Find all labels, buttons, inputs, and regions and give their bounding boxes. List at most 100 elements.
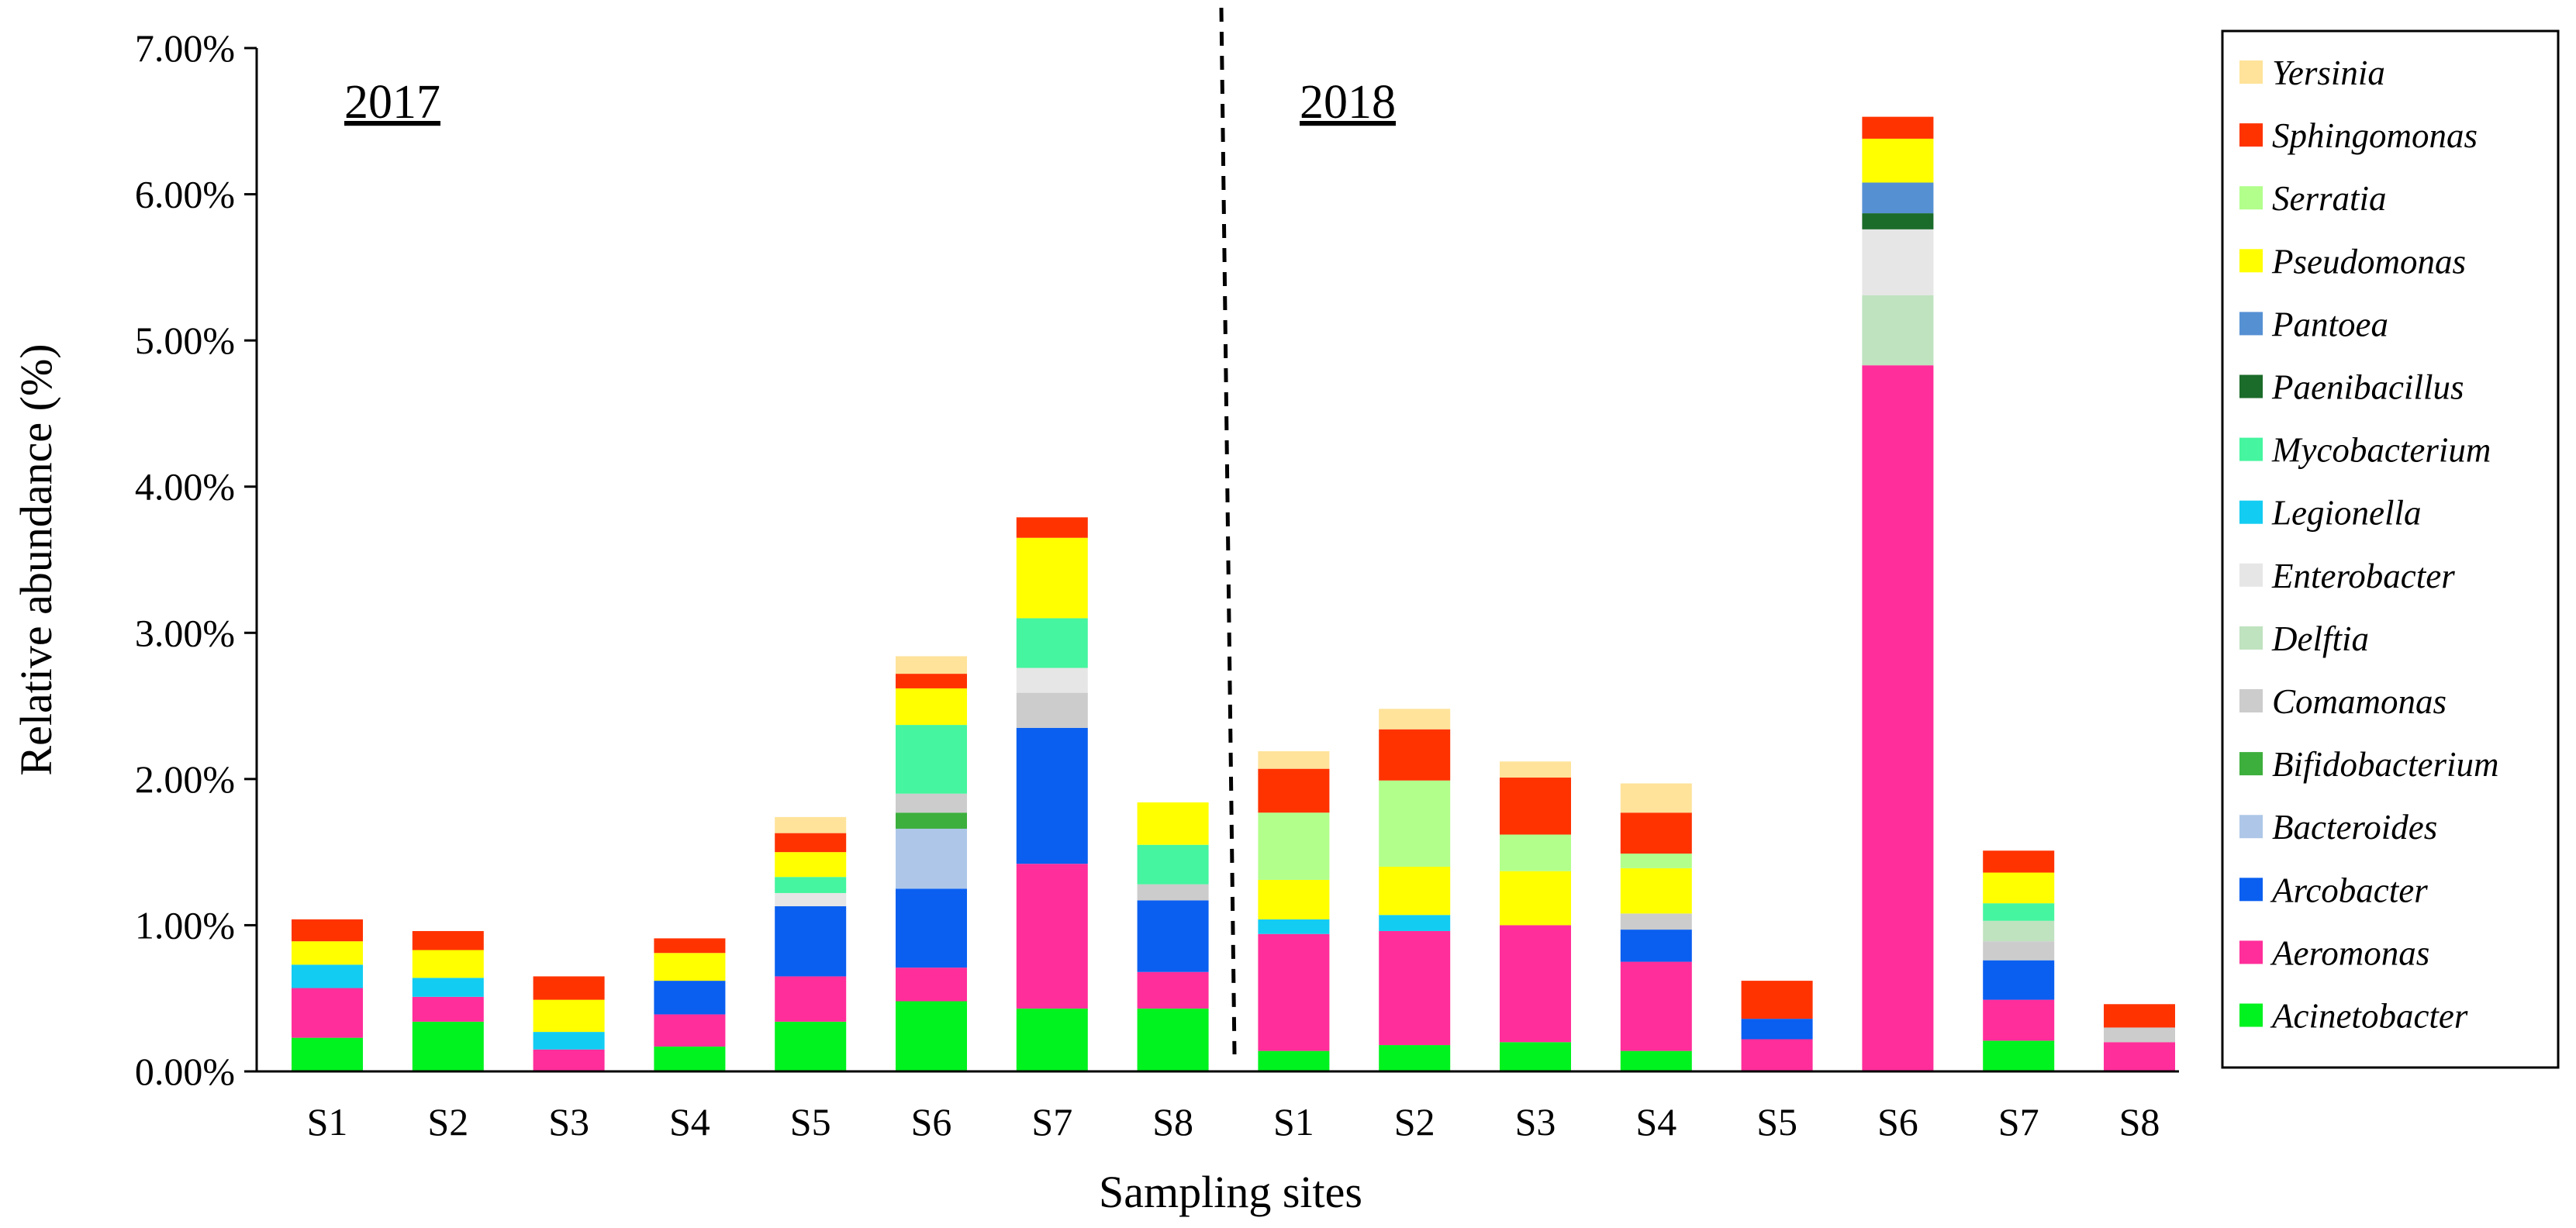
bar-segment-bacteroides-2017-s6 bbox=[896, 828, 967, 889]
bar-segment-acinetobacter-2017-s7 bbox=[1016, 1008, 1088, 1071]
bar-segment-aeromonas-2018-s1 bbox=[1258, 933, 1330, 1051]
bar-segment-arcobacter-2017-s5 bbox=[775, 905, 847, 977]
bar-segment-acinetobacter-2017-s5 bbox=[775, 1021, 847, 1071]
bar-segment-legionella-2018-s1 bbox=[1258, 919, 1330, 934]
x-tick-label-2017-s1: S1 bbox=[307, 1100, 348, 1143]
legend-label-sphingomonas: Sphingomonas bbox=[2272, 116, 2478, 155]
bar-segment-pseudomonas-2018-s2 bbox=[1379, 867, 1451, 916]
x-tick-label-2018-s7: S7 bbox=[1998, 1100, 2039, 1143]
bar-segment-acinetobacter-2018-s4 bbox=[1620, 1050, 1692, 1071]
bar-segment-sphingomonas-2017-s1 bbox=[292, 919, 363, 942]
bar-segment-pseudomonas-2018-s6 bbox=[1862, 138, 1934, 183]
legend-label-bifidobacterium: Bifidobacterium bbox=[2272, 745, 2498, 784]
bar-segment-pseudomonas-2017-s4 bbox=[654, 953, 726, 981]
bar-segment-aeromonas-2017-s1 bbox=[292, 988, 363, 1038]
bar-segment-arcobacter-2017-s4 bbox=[654, 981, 726, 1015]
bar-segment-sphingomonas-2018-s4 bbox=[1620, 812, 1692, 854]
bar-segment-mycobacterium-2018-s7 bbox=[1983, 903, 2055, 921]
bar-segment-aeromonas-2017-s5 bbox=[775, 976, 847, 1022]
bar-segment-yersinia-2018-s2 bbox=[1379, 709, 1451, 730]
legend-swatch-delftia bbox=[2239, 626, 2263, 650]
bar-segment-arcobacter-2018-s4 bbox=[1620, 930, 1692, 962]
bar-segment-acinetobacter-2017-s1 bbox=[292, 1037, 363, 1071]
bar-segment-aeromonas-2018-s3 bbox=[1500, 925, 1571, 1043]
bar-segment-legionella-2017-s2 bbox=[412, 978, 484, 997]
y-tick-label: 7.00% bbox=[135, 26, 235, 70]
bar-segment-aeromonas-2017-s2 bbox=[412, 996, 484, 1022]
bar-segment-pseudomonas-2017-s8 bbox=[1137, 802, 1209, 845]
bar-segment-sphingomonas-2017-s3 bbox=[533, 976, 605, 1000]
y-tick-label: 5.00% bbox=[135, 319, 235, 362]
legend-swatch-bifidobacterium bbox=[2239, 752, 2263, 776]
bar-segment-acinetobacter-2018-s3 bbox=[1500, 1042, 1571, 1071]
bar-segment-aeromonas-2017-s7 bbox=[1016, 864, 1088, 1009]
bar-segment-enterobacter-2018-s6 bbox=[1862, 229, 1934, 295]
legend-swatch-acinetobacter bbox=[2239, 1003, 2263, 1027]
bar-segment-sphingomonas-2017-s6 bbox=[896, 674, 967, 688]
bar-segment-comamonas-2018-s7 bbox=[1983, 941, 2055, 961]
bar-segment-comamonas-2017-s7 bbox=[1016, 692, 1088, 728]
x-tick-label-2018-s5: S5 bbox=[1756, 1100, 1797, 1143]
bar-segment-delftia-2018-s7 bbox=[1983, 920, 2055, 942]
bar-segment-acinetobacter-2017-s2 bbox=[412, 1021, 484, 1071]
y-tick-label: 6.00% bbox=[135, 173, 235, 216]
legend-swatch-pseudomonas bbox=[2239, 249, 2263, 273]
legend-label-legionella: Legionella bbox=[2271, 494, 2421, 533]
legend-label-pantoea: Pantoea bbox=[2271, 305, 2388, 343]
y-tick-label: 1.00% bbox=[135, 903, 235, 947]
bar-segment-sphingomonas-2017-s7 bbox=[1016, 517, 1088, 538]
year-label-2018: 2018 bbox=[1300, 76, 1396, 129]
legend-label-paenibacillus: Paenibacillus bbox=[2271, 368, 2464, 407]
y-axis-ticks: 0.00% 1.00% 2.00% 3.00% 4.00% 5.00% 6.00% 7.00% bbox=[135, 26, 257, 1093]
bar-segment-aeromonas-2018-s2 bbox=[1379, 930, 1451, 1046]
bar-segment-serratia-2018-s3 bbox=[1500, 834, 1571, 871]
bar-segment-pseudomonas-2017-s1 bbox=[292, 941, 363, 965]
x-tick-label-2017-s3: S3 bbox=[548, 1100, 589, 1143]
y-axis-title: Relative abundance (%) bbox=[11, 343, 61, 775]
y-tick-label: 0.00% bbox=[135, 1050, 235, 1093]
bar-segment-yersinia-2018-s4 bbox=[1620, 783, 1692, 813]
y-tick-label: 4.00% bbox=[135, 465, 235, 509]
legend-label-delftia: Delftia bbox=[2271, 619, 2369, 658]
x-tick-label-2017-s6: S6 bbox=[911, 1100, 952, 1143]
legend-swatch-comamonas bbox=[2239, 689, 2263, 712]
legend-label-comamonas: Comamonas bbox=[2272, 682, 2447, 721]
bar-segment-aeromonas-2018-s4 bbox=[1620, 961, 1692, 1051]
bar-segment-arcobacter-2017-s6 bbox=[896, 888, 967, 968]
bar-segment-serratia-2018-s2 bbox=[1379, 780, 1451, 867]
legend-label-mycobacterium: Mycobacterium bbox=[2271, 431, 2491, 470]
bar-segment-pantoea-2018-s6 bbox=[1862, 182, 1934, 214]
y-tick-label: 3.00% bbox=[135, 611, 235, 654]
x-tick-label-2017-s2: S2 bbox=[427, 1100, 468, 1143]
bar-segment-arcobacter-2017-s7 bbox=[1016, 727, 1088, 864]
bar-segment-mycobacterium-2017-s5 bbox=[775, 877, 847, 893]
legend-swatch-yersinia bbox=[2239, 60, 2263, 84]
bar-segment-sphingomonas-2018-s7 bbox=[1983, 850, 2055, 873]
legend-label-arcobacter: Arcobacter bbox=[2270, 871, 2428, 909]
bar-segment-aeromonas-2018-s6 bbox=[1862, 365, 1934, 1071]
x-tick-label-2017-s8: S8 bbox=[1152, 1100, 1193, 1143]
bar-segment-delftia-2018-s6 bbox=[1862, 295, 1934, 366]
bar-segment-pseudomonas-2017-s3 bbox=[533, 999, 605, 1033]
bar-segment-comamonas-2017-s8 bbox=[1137, 884, 1209, 901]
bar-segment-aeromonas-2017-s3 bbox=[533, 1049, 605, 1071]
bar-segment-pseudomonas-2017-s6 bbox=[896, 688, 967, 726]
bar-segment-aeromonas-2018-s8 bbox=[2104, 1042, 2175, 1071]
bar-segment-comamonas-2017-s6 bbox=[896, 793, 967, 813]
x-axis-title: Sampling sites bbox=[1099, 1167, 1362, 1217]
x-axis-ticks: S1 S2 S3 S4 S5 S6 S7 S8 S1 S2 S3 S4 S5 S6 S7 S8 bbox=[307, 1100, 2160, 1143]
legend-label-yersinia: Yersinia bbox=[2272, 53, 2385, 92]
bar-segment-yersinia-2017-s5 bbox=[775, 816, 847, 833]
legend-swatch-mycobacterium bbox=[2239, 437, 2263, 461]
bar-segment-yersinia-2017-s6 bbox=[896, 656, 967, 674]
bar-segment-aeromonas-2018-s7 bbox=[1983, 999, 2055, 1041]
legend: Yersinia Sphingomonas Serratia Pseudomonas P… bbox=[2239, 53, 2498, 1036]
bar-segment-acinetobacter-2017-s6 bbox=[896, 1001, 967, 1071]
bar-segment-pseudomonas-2017-s7 bbox=[1016, 537, 1088, 619]
bar-segment-enterobacter-2017-s5 bbox=[775, 892, 847, 906]
bar-segment-sphingomonas-2018-s5 bbox=[1741, 981, 1813, 1019]
legend-label-serratia: Serratia bbox=[2272, 179, 2387, 218]
x-tick-label-2018-s6: S6 bbox=[1877, 1100, 1918, 1143]
bar-segment-acinetobacter-2018-s7 bbox=[1983, 1040, 2055, 1071]
